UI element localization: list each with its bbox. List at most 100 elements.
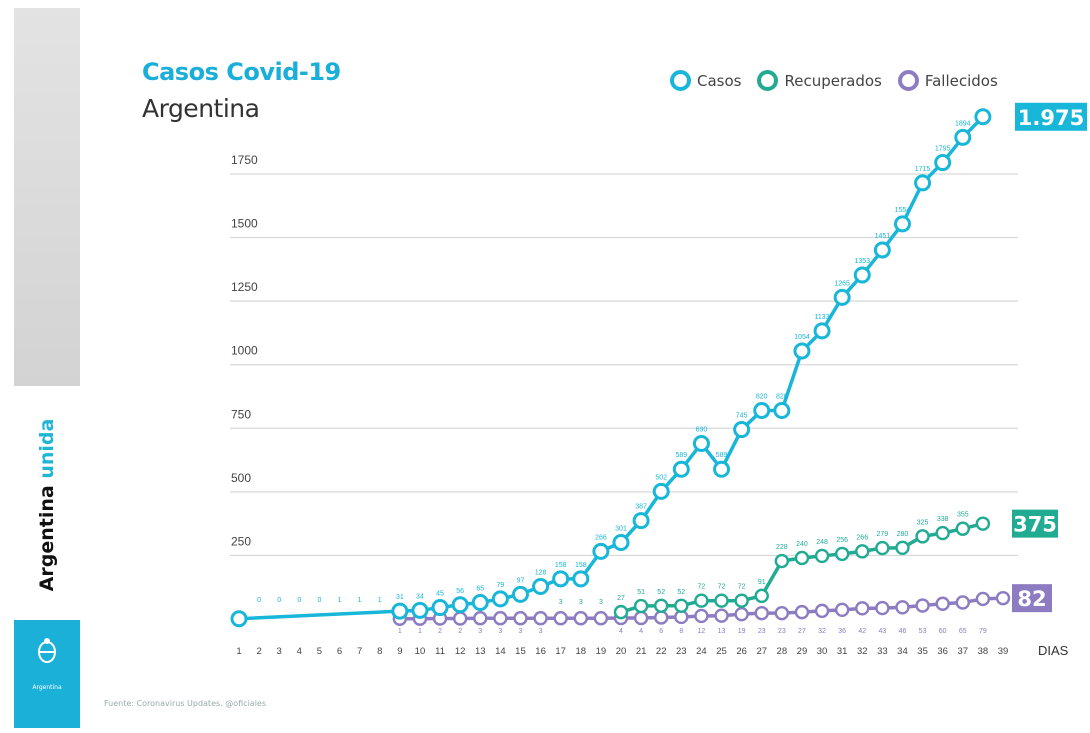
legend-marker-cases	[670, 70, 691, 91]
data-label-recovered: 3	[599, 599, 603, 606]
data-label-cases: 1	[338, 597, 342, 604]
data-label-deaths: 65	[959, 628, 967, 635]
data-label-deaths: 6	[659, 628, 663, 635]
point-cases	[471, 593, 489, 611]
x-tick-label: 13	[475, 646, 486, 657]
point-deaths	[473, 611, 488, 626]
series-deaths: 1 1 2 2 3 3 3 3 4 4 6 8 12 13 19 23 23 27 32 36 42 43 46 53 60 65…	[392, 584, 1052, 635]
y-tick-label: 250	[231, 534, 251, 548]
legend-label-deaths: Fallecidos	[924, 71, 998, 90]
data-label-cases: 79	[496, 582, 504, 589]
data-label-deaths: 3	[498, 628, 502, 635]
x-tick-label: 38	[978, 646, 989, 657]
data-label-cases: 34	[416, 593, 424, 600]
x-tick-label: 23	[676, 646, 687, 657]
x-tick-label: 7	[357, 646, 362, 657]
point-cases	[873, 241, 891, 259]
data-label-recovered: 3	[559, 599, 563, 606]
data-label-cases: 820	[756, 393, 768, 400]
point-recovered	[613, 604, 629, 620]
point-deaths	[774, 605, 790, 621]
end-value-box-deaths	[1012, 584, 1052, 613]
sidebar-photo	[14, 8, 80, 386]
x-tick-label: 33	[877, 646, 888, 657]
data-label-recovered: 279	[877, 531, 889, 538]
data-label-cases: 589	[675, 452, 687, 459]
point-cases	[230, 610, 248, 628]
x-tick-label: 10	[415, 646, 426, 657]
point-recovered	[975, 516, 991, 531]
data-label-cases: 1353	[854, 258, 870, 265]
data-label-cases: 0	[297, 597, 301, 604]
data-label-deaths: 12	[698, 628, 706, 635]
data-label-deaths: 2	[438, 628, 442, 635]
y-tick-label: 750	[231, 407, 251, 421]
data-label-deaths: 13	[718, 628, 726, 635]
data-label-recovered: 256	[836, 537, 848, 544]
x-tick-label: 36	[937, 646, 948, 657]
x-tick-label: 30	[817, 646, 828, 657]
point-recovered	[955, 521, 970, 536]
x-tick-label: 19	[596, 646, 607, 657]
data-label-recovered: 72	[738, 584, 746, 591]
x-tick-label: 18	[576, 646, 587, 657]
data-label-cases: 1	[378, 597, 382, 604]
x-tick-label: 34	[897, 646, 908, 657]
end-value-recovered: 375	[1013, 513, 1057, 537]
y-tick-label: 500	[231, 471, 251, 485]
data-label-deaths: 32	[818, 628, 826, 635]
point-cases	[793, 342, 811, 360]
point-cases	[954, 128, 972, 146]
data-label-cases: 745	[736, 413, 748, 420]
data-label-cases: 1715	[915, 166, 931, 173]
point-cases	[632, 512, 650, 530]
x-tick-label: 27	[756, 646, 767, 657]
point-deaths	[915, 598, 930, 613]
data-label-cases: 128	[535, 569, 547, 576]
point-deaths	[875, 600, 890, 616]
point-deaths	[895, 600, 910, 615]
point-deaths	[975, 591, 991, 607]
data-label-cases: 387	[635, 504, 647, 511]
point-cases	[592, 542, 610, 560]
point-cases	[713, 460, 731, 478]
point-cases	[692, 435, 710, 453]
data-label-deaths: 3	[539, 628, 543, 635]
data-label-recovered: 248	[816, 539, 828, 546]
point-deaths	[452, 611, 468, 626]
data-label-deaths: 3	[478, 628, 482, 635]
y-tick-label: 1000	[231, 344, 258, 358]
point-cases	[672, 460, 690, 478]
data-label-recovered: 72	[718, 584, 726, 591]
point-recovered	[935, 525, 950, 541]
y-tick-label: 1750	[231, 153, 258, 167]
x-tick-label: 11	[435, 646, 445, 657]
x-tick-label: 32	[857, 646, 868, 657]
data-label-recovered: 266	[856, 534, 868, 541]
data-label-deaths: 2	[458, 628, 462, 635]
data-label-cases: 690	[696, 427, 708, 434]
source-note: Fuente: Coronavirus Updates. @oficiales	[104, 699, 267, 708]
point-cases	[511, 585, 529, 603]
legend-item-deaths: Fallecidos	[897, 70, 998, 91]
x-tick-label: 2	[256, 646, 261, 657]
data-label-cases: 31	[396, 594, 404, 601]
data-label-cases: 1894	[955, 120, 971, 127]
data-label-cases: 158	[555, 562, 567, 569]
x-tick-label: 25	[716, 646, 727, 657]
sidebar: Argentina unida Argentina	[14, 0, 80, 733]
data-label-recovered: 325	[917, 519, 929, 526]
point-cases	[612, 533, 630, 551]
x-tick-label: 4	[297, 646, 302, 657]
point-recovered	[794, 550, 810, 566]
point-deaths	[754, 605, 769, 621]
end-value-deaths: 82	[1017, 587, 1046, 611]
point-cases	[652, 482, 670, 500]
point-cases	[451, 596, 469, 614]
point-recovered	[855, 544, 870, 559]
point-deaths	[633, 610, 649, 626]
data-label-cases: 158	[575, 562, 587, 569]
point-cases	[893, 215, 911, 233]
point-deaths	[553, 611, 568, 626]
